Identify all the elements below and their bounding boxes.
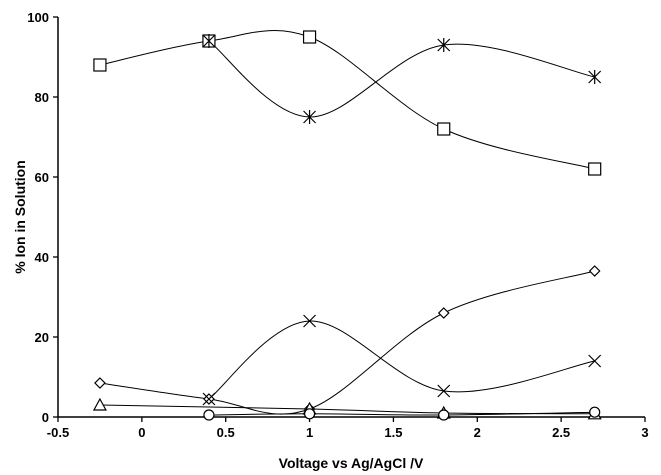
data-point-asterisk: [202, 34, 216, 48]
y-tick-label: 0: [42, 410, 49, 425]
y-axis-title: % Ion in Solution: [12, 160, 28, 274]
data-point-cross: [588, 354, 602, 368]
data-point-diamond: [588, 265, 601, 277]
data-point-cross: [202, 392, 216, 406]
y-tick-label: 80: [35, 90, 49, 105]
axes-layer: [57, 17, 645, 418]
data-point-asterisk: [437, 38, 451, 52]
data-point-square: [93, 58, 107, 72]
data-point-square: [588, 162, 602, 176]
y-tick-label: 40: [35, 250, 49, 265]
data-point-triangle: [92, 397, 107, 411]
series-layer: [99, 30, 595, 416]
x-tick-label: 0: [138, 425, 145, 440]
data-point-cross: [437, 384, 451, 398]
data-point-cross: [303, 314, 316, 328]
x-tick-label: 1: [306, 425, 313, 440]
x-tick-label: -0.5: [47, 425, 69, 440]
data-point-asterisk: [588, 70, 602, 84]
y-tick-label: 60: [35, 170, 49, 185]
x-tick-label: 2.5: [552, 425, 570, 440]
data-point-diamond: [94, 377, 106, 389]
data-point-asterisk: [303, 110, 316, 124]
data-point-circle: [589, 406, 601, 418]
series-line-diamond: [99, 270, 595, 415]
series-line-cross: [208, 320, 595, 400]
data-point-circle: [438, 409, 450, 421]
data-point-square: [437, 122, 451, 136]
series-line-asterisk: [208, 40, 595, 118]
y-tick-label: 100: [27, 10, 49, 25]
x-tick-label: 3: [641, 425, 648, 440]
x-tick-label: 0.5: [217, 425, 235, 440]
data-point-circle: [203, 409, 215, 421]
x-tick-label: 2: [474, 425, 481, 440]
series-line-circle: [208, 411, 595, 416]
data-point-diamond: [437, 307, 450, 319]
marker-layer: [92, 30, 602, 421]
x-axis-title: Voltage vs Ag/AgCl /V: [279, 455, 424, 471]
data-point-circle: [303, 408, 316, 420]
data-point-square: [302, 30, 317, 44]
x-tick-label: 1.5: [384, 425, 402, 440]
series-line-square: [99, 30, 595, 170]
series-line-triangle: [99, 404, 595, 415]
y-tick-label: 20: [35, 330, 49, 345]
